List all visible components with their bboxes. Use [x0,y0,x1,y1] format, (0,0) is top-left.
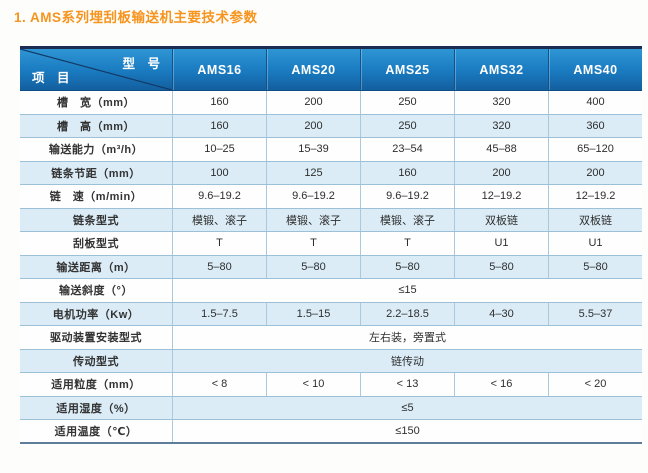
cell-value: U1 [548,232,642,255]
cell-value: 125 [266,161,360,184]
row-label: 刮板型式 [73,238,119,251]
row-label: 链条型式 [73,214,119,227]
cell-value: 360 [548,114,642,137]
row-label: 适用湿度（%） [56,402,136,415]
cell-value: 10–25 [172,138,266,161]
cell-value: 5–80 [266,255,360,278]
cell-value: 5–80 [360,255,454,278]
row-label: 输送斜度（°） [59,285,133,298]
cell-value-merged: 链传动 [172,349,642,372]
cell-value: T [360,232,454,255]
table-row: 链 速（m/min） 9.6–19.2 9.6–19.2 9.6–19.2 12–19.… [20,185,642,209]
cell-value: 5–80 [172,255,266,278]
cell-value: 200 [266,114,360,137]
diagonal-divider-line [20,49,172,90]
table-body: 槽 宽（mm） 160 200 250 320 400 槽 高（mm） 160 200 250 32… [20,91,642,444]
corner-cell: 型 号 项 目 [20,49,172,90]
table-header-row: 型 号 项 目 AMS16 AMS20 AMS25 AMS32 AMS40 [20,46,642,91]
table-row: 电机功率（Kw） 1.5–7.5 1.5–15 2.2–18.5 4–30 5.5–37 [20,302,642,326]
row-label: 槽 宽（mm） [56,97,136,110]
table-row: 适用湿度（%） ≤5 [20,396,642,420]
table-row: 传动型式 链传动 [20,349,642,373]
table-row: 链条节距（mm） 100 125 160 200 200 [20,161,642,185]
cell-value: < 8 [172,373,266,396]
page-title: 1. AMS系列埋刮板输送机主要技术参数 [14,10,258,25]
cell-value: 双板链 [548,208,642,231]
cell-value: 5–80 [548,255,642,278]
cell-value: 12–19.2 [454,185,548,208]
cell-value: 45–88 [454,138,548,161]
table-row: 输送距离（m） 5–80 5–80 5–80 5–80 5–80 [20,255,642,279]
cell-value: 160 [360,161,454,184]
cell-value-merged: ≤5 [172,396,642,419]
cell-value: 2.2–18.5 [360,302,454,325]
table-row: 输送能力（m³/h） 10–25 15–39 23–54 45–88 65–120 [20,138,642,162]
row-label: 链条节距（mm） [51,167,141,180]
row-label: 链 速（m/min） [49,191,143,204]
cell-value: 4–30 [454,302,548,325]
cell-value: 5–80 [454,255,548,278]
row-label: 驱动装置安装型式 [50,332,142,345]
cell-value: 双板链 [454,208,548,231]
row-label: 输送能力（m³/h） [48,144,144,157]
cell-value: 65–120 [548,138,642,161]
cell-value: < 16 [454,373,548,396]
cell-value: 1.5–15 [266,302,360,325]
column-header-ams20: AMS20 [266,49,360,90]
table-row: 链条型式 模锻、滚子 模锻、滚子 模锻、滚子 双板链 双板链 [20,208,642,232]
cell-value: U1 [454,232,548,255]
cell-value-merged: 左右装，旁置式 [172,326,642,349]
cell-value: < 20 [548,373,642,396]
table-row: 槽 宽（mm） 160 200 250 320 400 [20,91,642,115]
cell-value: 模锻、滚子 [360,208,454,231]
cell-value: 5.5–37 [548,302,642,325]
spec-table: 型 号 项 目 AMS16 AMS20 AMS25 AMS32 AMS40 槽 … [20,46,642,444]
cell-value: 9.6–19.2 [172,185,266,208]
cell-value: 9.6–19.2 [266,185,360,208]
table-row: 输送斜度（°） ≤15 [20,279,642,303]
cell-value: 100 [172,161,266,184]
cell-value: 23–54 [360,138,454,161]
cell-value-merged: ≤150 [172,420,642,442]
cell-value: T [266,232,360,255]
cell-value: 9.6–19.2 [360,185,454,208]
table-row: 适用温度（℃） ≤150 [20,420,642,444]
cell-value: 15–39 [266,138,360,161]
cell-value: 250 [360,114,454,137]
column-header-ams32: AMS32 [454,49,548,90]
row-label: 输送距离（m） [56,261,136,274]
row-label: 适用温度（℃） [54,425,138,438]
table-row: 槽 高（mm） 160 200 250 320 360 [20,114,642,138]
row-label: 槽 高（mm） [56,120,136,133]
cell-value: 12–19.2 [548,185,642,208]
column-header-ams40: AMS40 [548,49,642,90]
cell-value: 200 [548,161,642,184]
table-row: 刮板型式 T T T U1 U1 [20,232,642,256]
cell-value: 1.5–7.5 [172,302,266,325]
cell-value: 模锻、滚子 [172,208,266,231]
cell-value: 400 [548,91,642,114]
row-label: 传动型式 [73,355,119,368]
row-label: 适用粒度（mm） [51,379,141,392]
cell-value: 250 [360,91,454,114]
corner-label-model: 型 号 [122,57,160,71]
row-label: 电机功率（Kw） [52,308,140,321]
cell-value: 200 [266,91,360,114]
column-header-ams16: AMS16 [172,49,266,90]
table-row: 适用粒度（mm） < 8 < 10 < 13 < 16 < 20 [20,373,642,397]
cell-value: < 13 [360,373,454,396]
cell-value: 160 [172,91,266,114]
cell-value: 320 [454,114,548,137]
cell-value: < 10 [266,373,360,396]
cell-value: 模锻、滚子 [266,208,360,231]
column-header-ams25: AMS25 [360,49,454,90]
cell-value: 160 [172,114,266,137]
cell-value: 320 [454,91,548,114]
corner-label-item: 项 目 [32,71,70,85]
table-row: 驱动装置安装型式 左右装，旁置式 [20,326,642,350]
cell-value: 200 [454,161,548,184]
cell-value: T [172,232,266,255]
cell-value-merged: ≤15 [172,279,642,302]
